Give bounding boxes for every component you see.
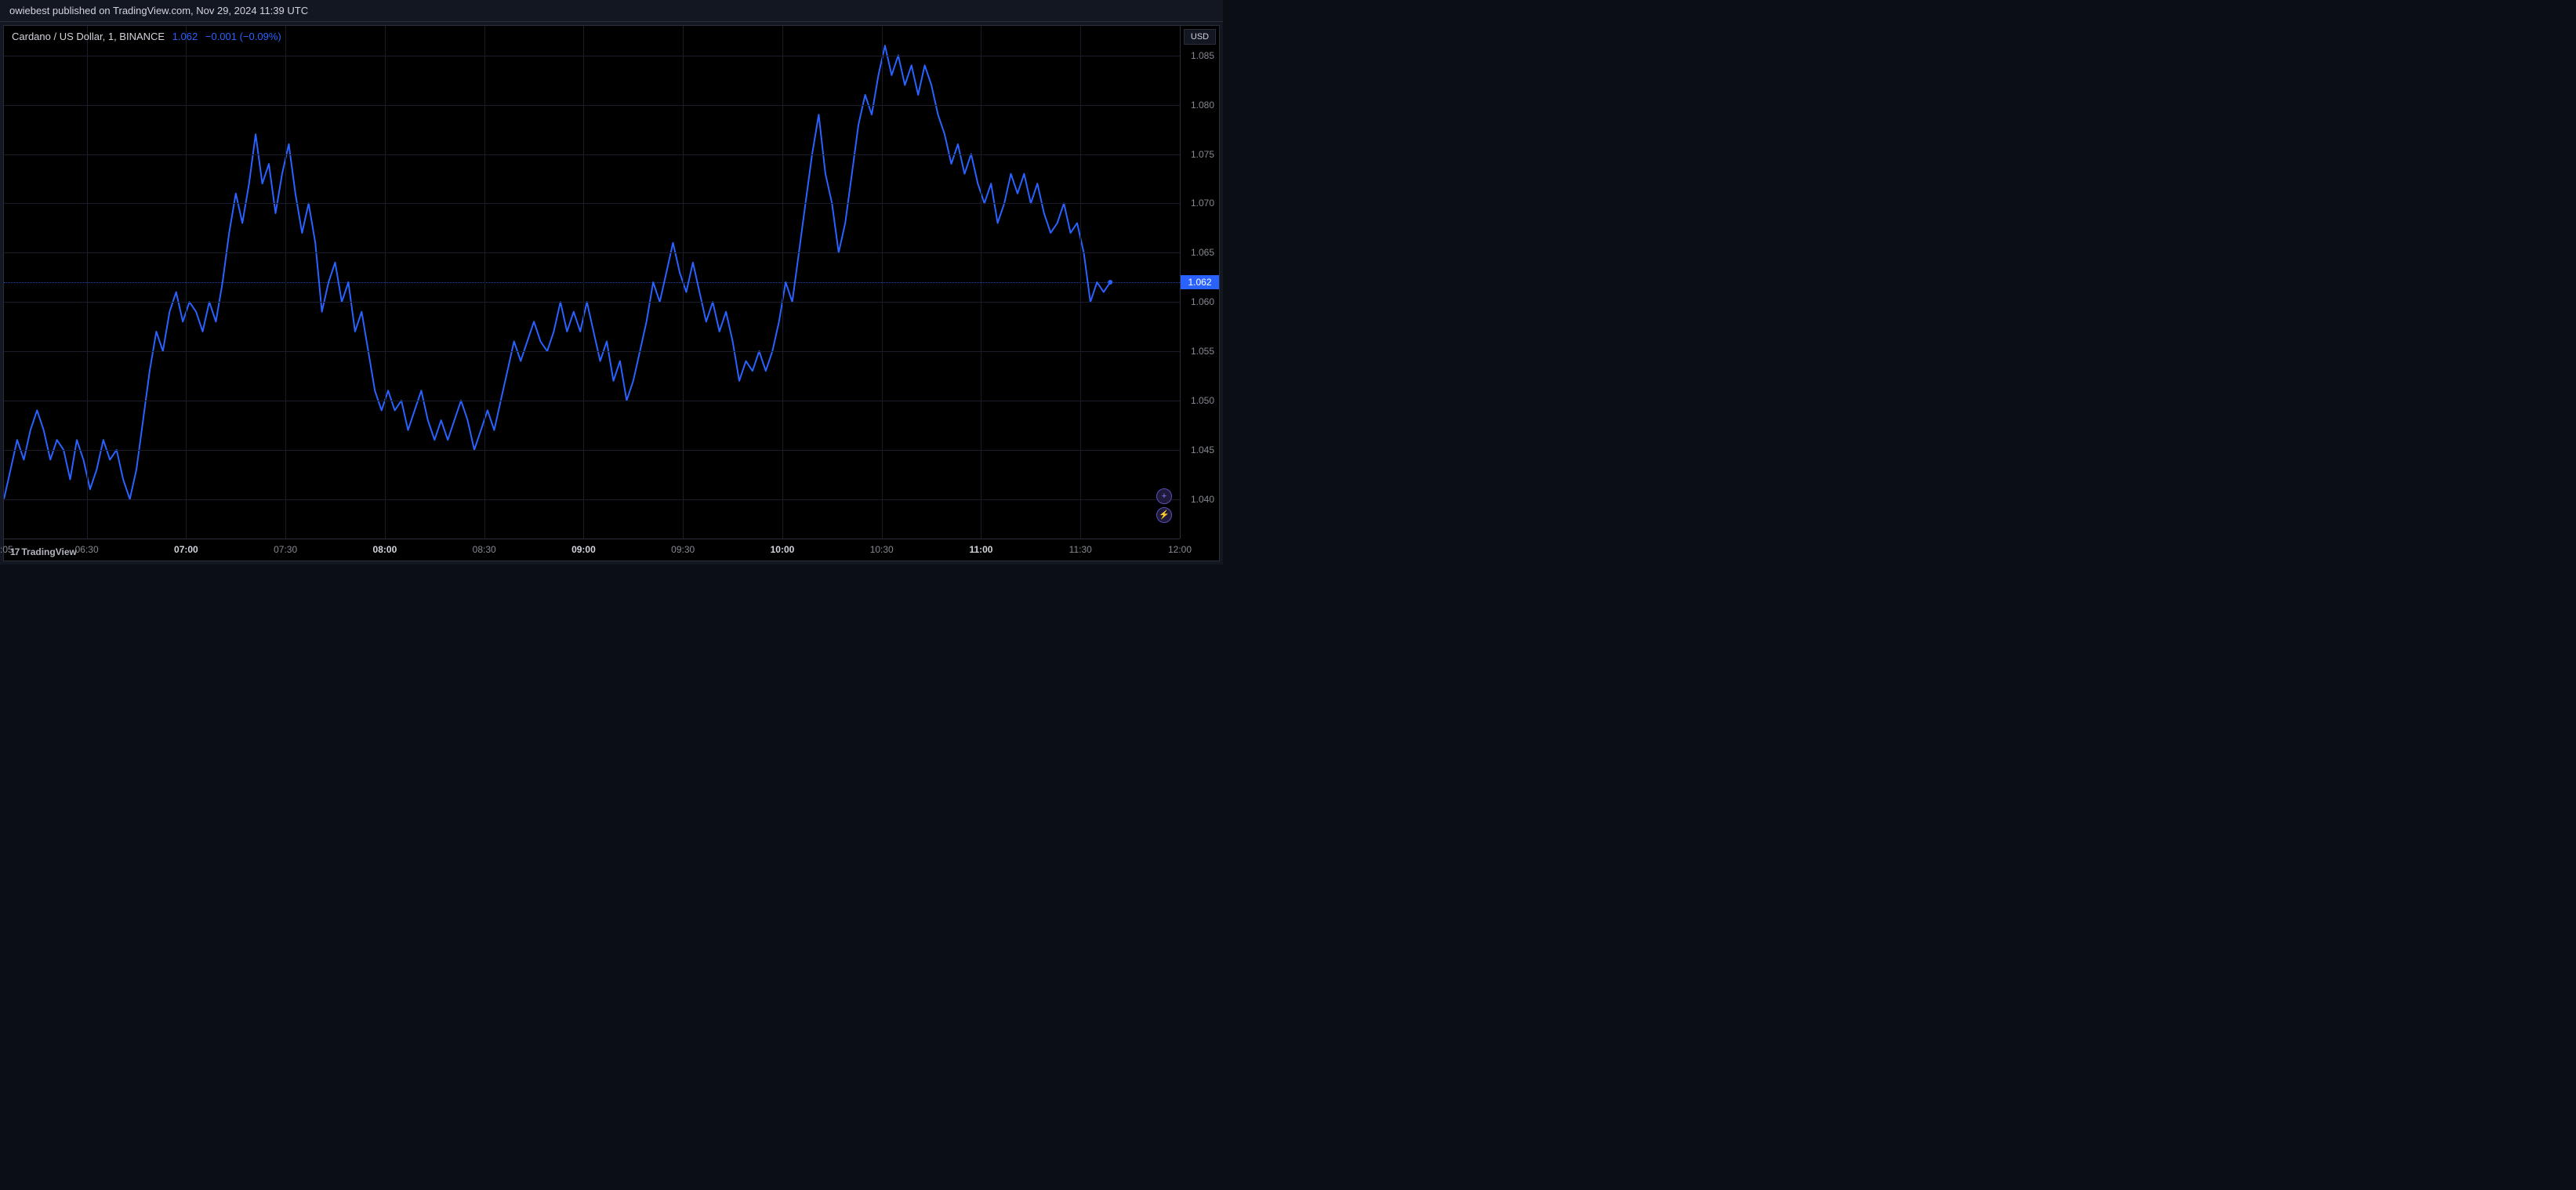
current-price-badge: 1.062 [1181, 275, 1219, 289]
gridline-h [4, 302, 1180, 303]
x-tick-label: 10:00 [771, 544, 795, 555]
x-axis[interactable]: 6:0506:3007:0007:3008:0008:3009:0009:301… [4, 539, 1180, 561]
gridline-h [4, 203, 1180, 204]
tv-logo-text: TradingView [21, 546, 76, 557]
x-tick-label: 11:00 [969, 544, 992, 555]
gridline-h [4, 154, 1180, 155]
gridline-v [484, 26, 485, 539]
symbol-text: Cardano / US Dollar, 1, BINANCE [12, 31, 165, 42]
x-tick-label: 07:30 [274, 544, 297, 555]
chart-plot[interactable]: +⚡ [4, 26, 1180, 539]
x-tick-label: 07:00 [174, 544, 198, 555]
chart-legend[interactable]: Cardano / US Dollar, 1, BINANCE 1.062 −0… [12, 31, 281, 42]
x-tick-label: 09:00 [571, 544, 596, 555]
x-tick-label: 06:30 [75, 544, 99, 555]
x-tick-label: 09:30 [671, 544, 695, 555]
gridline-v [186, 26, 187, 539]
x-tick-label: 08:00 [373, 544, 397, 555]
y-tick-label: 1.075 [1191, 149, 1214, 160]
publish-text: owiebest published on TradingView.com, N… [9, 5, 308, 16]
gridline-h [4, 499, 1180, 500]
y-tick-label: 1.085 [1191, 50, 1214, 61]
x-tick-label: 12:00 [1168, 544, 1192, 555]
flash-button[interactable]: ⚡ [1156, 507, 1172, 523]
currency-selector[interactable]: USD [1184, 29, 1216, 45]
y-axis[interactable]: USD 1.040 1.045 1.050 1.055 1.060 1.065 1.070 1… [1180, 26, 1219, 539]
publish-header: owiebest published on TradingView.com, N… [0, 0, 1223, 22]
add-indicator-button[interactable]: + [1156, 488, 1172, 504]
y-tick-label: 1.040 [1191, 494, 1214, 505]
y-tick-label: 1.050 [1191, 395, 1214, 406]
y-tick-label: 1.080 [1191, 100, 1214, 111]
y-tick-label: 1.070 [1191, 198, 1214, 209]
y-tick-label: 1.060 [1191, 296, 1214, 307]
x-tick-label: 11:30 [1069, 544, 1092, 555]
chart-frame: Cardano / US Dollar, 1, BINANCE 1.062 −0… [0, 22, 1223, 564]
gridline-v [882, 26, 883, 539]
y-tick-label: 1.055 [1191, 346, 1214, 357]
gridline-v [683, 26, 684, 539]
gridline-h [4, 252, 1180, 253]
last-price: 1.062 [172, 31, 198, 42]
tv-glyph-icon: 17 [10, 546, 19, 557]
gridline-v [782, 26, 783, 539]
gridline-v [583, 26, 584, 539]
gridline-h [4, 105, 1180, 106]
gridline-v [1080, 26, 1081, 539]
y-tick-label: 1.045 [1191, 444, 1214, 455]
current-price-line [4, 282, 1180, 283]
x-tick-label: 08:30 [473, 544, 496, 555]
gridline-v [285, 26, 286, 539]
gridline-v [385, 26, 386, 539]
x-tick-label: 10:30 [870, 544, 894, 555]
gridline-v [87, 26, 88, 539]
tradingview-logo[interactable]: 17TradingView [10, 546, 77, 557]
price-series-line [4, 45, 1110, 499]
gridline-h [4, 450, 1180, 451]
y-tick-label: 1.065 [1191, 247, 1214, 258]
gridline-h [4, 351, 1180, 352]
price-change: −0.001 (−0.09%) [205, 31, 281, 42]
chart-container: Cardano / US Dollar, 1, BINANCE 1.062 −0… [3, 25, 1220, 561]
